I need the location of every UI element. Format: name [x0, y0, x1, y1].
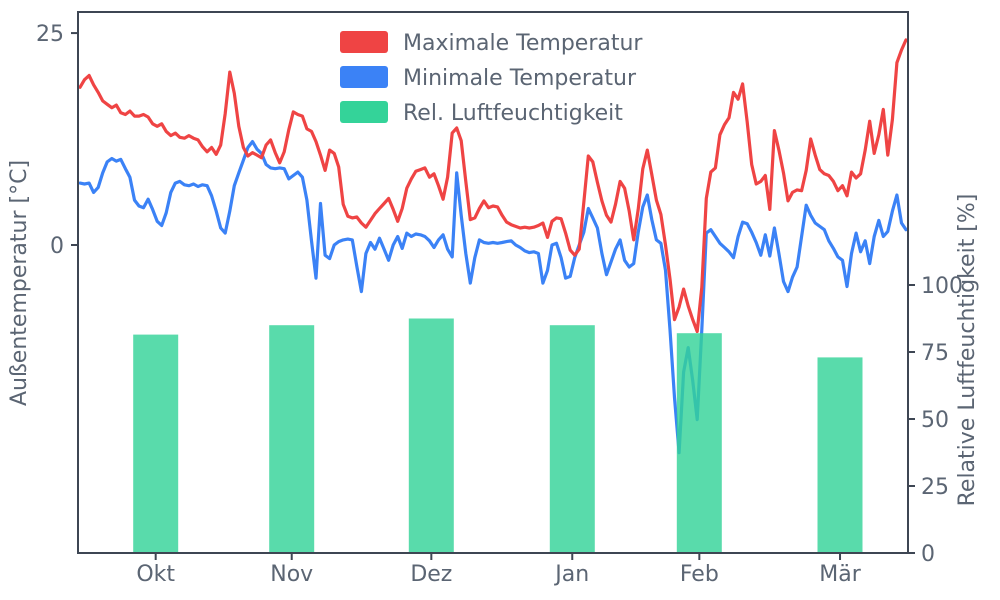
right-tick-label: 50	[921, 408, 949, 433]
min-temp-line	[78, 140, 908, 455]
humidity-bar	[676, 333, 722, 553]
right-axis-label: Relative Luftfeuchtigkeit [%]	[955, 194, 980, 507]
max-temp-line	[78, 38, 908, 334]
legend-label: Rel. Luftfeuchtigkeit	[403, 101, 623, 126]
x-tick-label: Dez	[410, 562, 452, 587]
temperature-lines	[78, 38, 908, 455]
left-axis-label: Außentemperatur [°C]	[7, 160, 32, 406]
x-tick-label: Feb	[680, 562, 719, 587]
legend-swatch	[340, 31, 388, 53]
legend-label: Minimale Temperatur	[403, 66, 637, 91]
right-tick-label: 0	[921, 542, 935, 567]
x-tick-label: Mär	[819, 562, 861, 587]
x-tick-label: Okt	[136, 562, 175, 587]
right-tick-label: 25	[921, 475, 949, 500]
x-tick-label: Jan	[553, 562, 589, 587]
left-tick-label: 0	[50, 234, 64, 259]
right-tick-label: 100	[921, 274, 963, 299]
legend-label: Maximale Temperatur	[403, 31, 643, 56]
humidity-bars	[133, 318, 863, 553]
legend-swatch	[340, 66, 388, 88]
humidity-bar	[817, 357, 863, 553]
humidity-bar	[269, 325, 315, 553]
legend: Maximale Temperatur Minimale Temperatur Re…	[340, 31, 643, 126]
right-tick-label: 75	[921, 341, 949, 366]
axis-ticks: 0 25 0 25 50 75 100 Okt Nov Dez Jan Feb Mär	[36, 22, 963, 587]
x-tick-label: Nov	[270, 562, 313, 587]
plot-border	[77, 11, 909, 554]
left-tick-label: 25	[36, 22, 64, 47]
legend-swatch	[340, 101, 388, 123]
humidity-bar	[133, 334, 179, 553]
humidity-bar	[549, 325, 595, 553]
humidity-bar	[408, 318, 454, 553]
